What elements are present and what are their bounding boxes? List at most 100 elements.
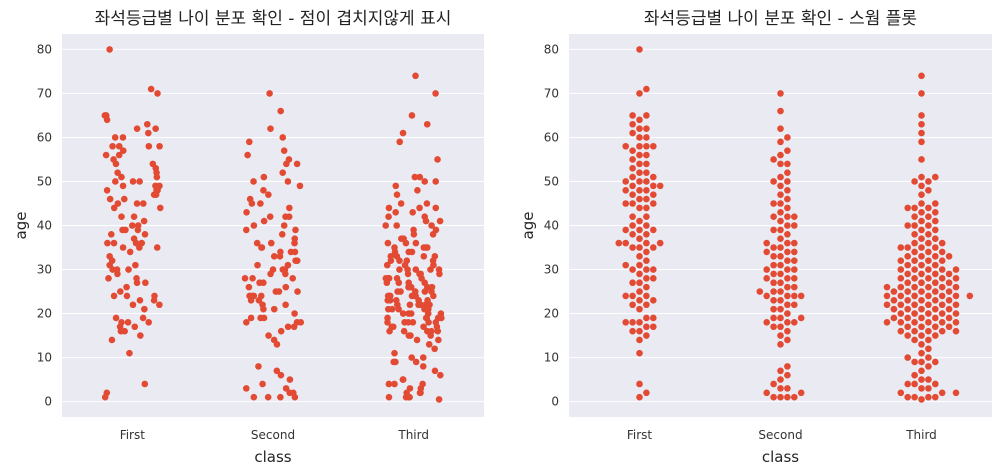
data-point [918, 376, 925, 383]
data-point [104, 239, 111, 247]
data-point [141, 231, 149, 238]
data-point [131, 323, 139, 331]
data-point [636, 178, 643, 185]
data-point [259, 380, 266, 388]
data-point [925, 275, 932, 282]
y-tick-label: 80 [544, 42, 559, 56]
data-point [254, 261, 261, 269]
data-point [911, 213, 918, 220]
data-point [932, 297, 939, 304]
data-point [272, 288, 280, 295]
data-point [622, 186, 629, 194]
data-point [650, 142, 657, 150]
data-point [925, 257, 932, 265]
data-point [932, 305, 939, 313]
y-tick-label: 0 [551, 395, 559, 409]
data-point [911, 231, 918, 238]
data-point [636, 288, 643, 295]
data-point [777, 270, 784, 278]
data-point [945, 270, 953, 278]
data-point [410, 231, 418, 238]
data-point [150, 191, 158, 198]
data-point [932, 288, 939, 295]
data-point [432, 204, 440, 212]
data-point [409, 208, 416, 216]
data-point [918, 341, 925, 348]
data-point [266, 90, 273, 97]
data-point [784, 292, 791, 300]
data-point [629, 129, 636, 137]
data-point [897, 244, 905, 251]
data-point [385, 380, 393, 388]
data-point [777, 235, 784, 243]
data-point [118, 213, 125, 220]
data-point [904, 270, 911, 278]
data-point [897, 301, 905, 309]
data-point [260, 173, 268, 181]
data-point [784, 319, 791, 326]
data-point [643, 323, 650, 331]
data-point [770, 261, 777, 269]
data-point [890, 314, 898, 322]
data-point [938, 389, 946, 397]
data-point [432, 178, 440, 185]
data-point [282, 301, 289, 309]
data-point [784, 222, 791, 229]
data-point [784, 275, 791, 282]
data-point [770, 200, 777, 207]
data-point [384, 239, 392, 247]
data-point [636, 244, 643, 251]
data-point [784, 371, 791, 379]
data-point [405, 248, 413, 256]
data-point [414, 186, 421, 194]
data-point [797, 292, 805, 300]
data-point [791, 301, 798, 309]
data-point [925, 213, 932, 220]
data-point [791, 393, 798, 401]
data-point [391, 349, 398, 357]
data-point [142, 279, 149, 287]
data-point [103, 186, 111, 194]
x-tick-label: First [120, 428, 146, 442]
data-point [918, 129, 925, 137]
data-point [883, 292, 891, 300]
data-point [932, 244, 939, 251]
data-point [636, 90, 643, 97]
data-point [436, 217, 444, 225]
data-point [904, 305, 911, 313]
data-point [267, 270, 274, 278]
data-point [136, 244, 143, 251]
data-point [636, 116, 643, 124]
data-point [629, 147, 636, 154]
data-point [119, 226, 126, 234]
data-point [280, 222, 288, 229]
data-point [289, 275, 297, 282]
data-point [777, 367, 784, 375]
data-point [911, 358, 918, 366]
data-point [409, 319, 417, 326]
data-point [390, 358, 397, 366]
data-point [118, 173, 125, 181]
data-point [952, 283, 960, 291]
data-point [770, 323, 777, 331]
data-point [904, 244, 911, 251]
data-point [139, 314, 147, 322]
data-point [280, 147, 288, 154]
data-point [126, 248, 134, 256]
data-point [636, 226, 643, 234]
data-point [911, 319, 918, 326]
data-point [411, 173, 419, 181]
data-point [629, 156, 636, 163]
data-point [133, 279, 141, 287]
data-point [629, 200, 636, 207]
data-point [643, 195, 650, 203]
data-point [622, 142, 629, 150]
data-point [407, 332, 414, 339]
data-point [890, 288, 898, 295]
data-point [250, 178, 257, 185]
data-point [643, 125, 650, 132]
data-point [918, 120, 925, 128]
data-point [636, 261, 643, 269]
data-point [140, 200, 147, 207]
data-point [791, 213, 798, 220]
